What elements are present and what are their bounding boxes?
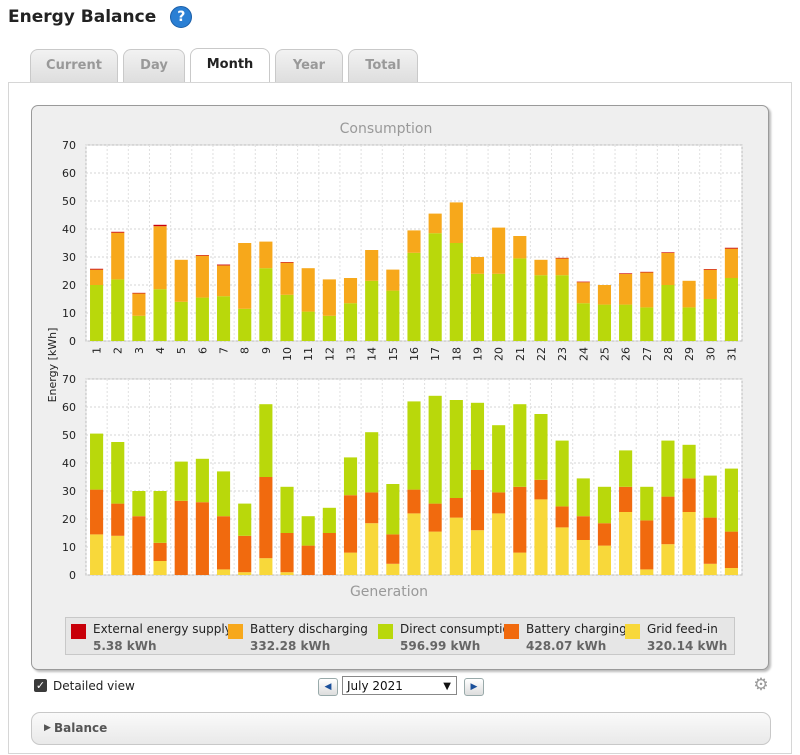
legend-swatch <box>504 624 519 639</box>
legend-value: 320.14 kWh <box>647 639 728 653</box>
legend-value: 332.28 kWh <box>250 639 331 653</box>
legend-swatch <box>378 624 393 639</box>
legend-value: 428.07 kWh <box>526 639 607 653</box>
chart-legend: External energy supply 5.38 kWh Battery … <box>65 617 735 655</box>
legend-swatch <box>625 624 640 639</box>
tab-month[interactable]: Month <box>190 48 270 83</box>
chevron-down-icon: ▼ <box>443 681 451 692</box>
legend-swatch <box>71 624 86 639</box>
legend-label: Grid feed-in <box>647 622 718 636</box>
legend-value: 5.38 kWh <box>93 639 157 653</box>
chart-controls: ✓ Detailed view ◀ July 2021 ▼ ▶ ⚙ <box>0 676 800 698</box>
legend-label: Direct consumption <box>400 622 518 636</box>
chart-container <box>31 105 769 670</box>
month-select-value: July 2021 <box>347 679 403 693</box>
detailed-view-checkbox[interactable]: ✓ <box>34 679 47 692</box>
legend-swatch <box>228 624 243 639</box>
gear-icon[interactable]: ⚙ <box>753 675 769 695</box>
tab-year[interactable]: Year <box>275 49 343 82</box>
legend-value: 596.99 kWh <box>400 639 481 653</box>
legend-label: External energy supply <box>93 622 232 636</box>
balance-label: Balance <box>54 721 108 735</box>
legend-label: Battery discharging <box>250 622 368 636</box>
tab-current[interactable]: Current <box>30 49 118 82</box>
next-month-button[interactable]: ▶ <box>464 678 484 696</box>
page-title: Energy Balance ? <box>8 6 193 28</box>
tab-day[interactable]: Day <box>123 49 185 82</box>
prev-month-button[interactable]: ◀ <box>318 678 338 696</box>
expand-icon: ▶ <box>44 723 51 733</box>
legend-label: Battery charging <box>526 622 627 636</box>
tab-total[interactable]: Total <box>348 49 418 82</box>
balance-section[interactable]: ▶ Balance <box>31 712 771 745</box>
month-select[interactable]: July 2021 ▼ <box>342 676 457 695</box>
help-icon[interactable]: ? <box>170 6 193 28</box>
page-title-text: Energy Balance <box>8 7 157 27</box>
detailed-view-label: Detailed view <box>53 679 135 693</box>
period-tabs: Current Day Month Year Total <box>30 48 423 83</box>
